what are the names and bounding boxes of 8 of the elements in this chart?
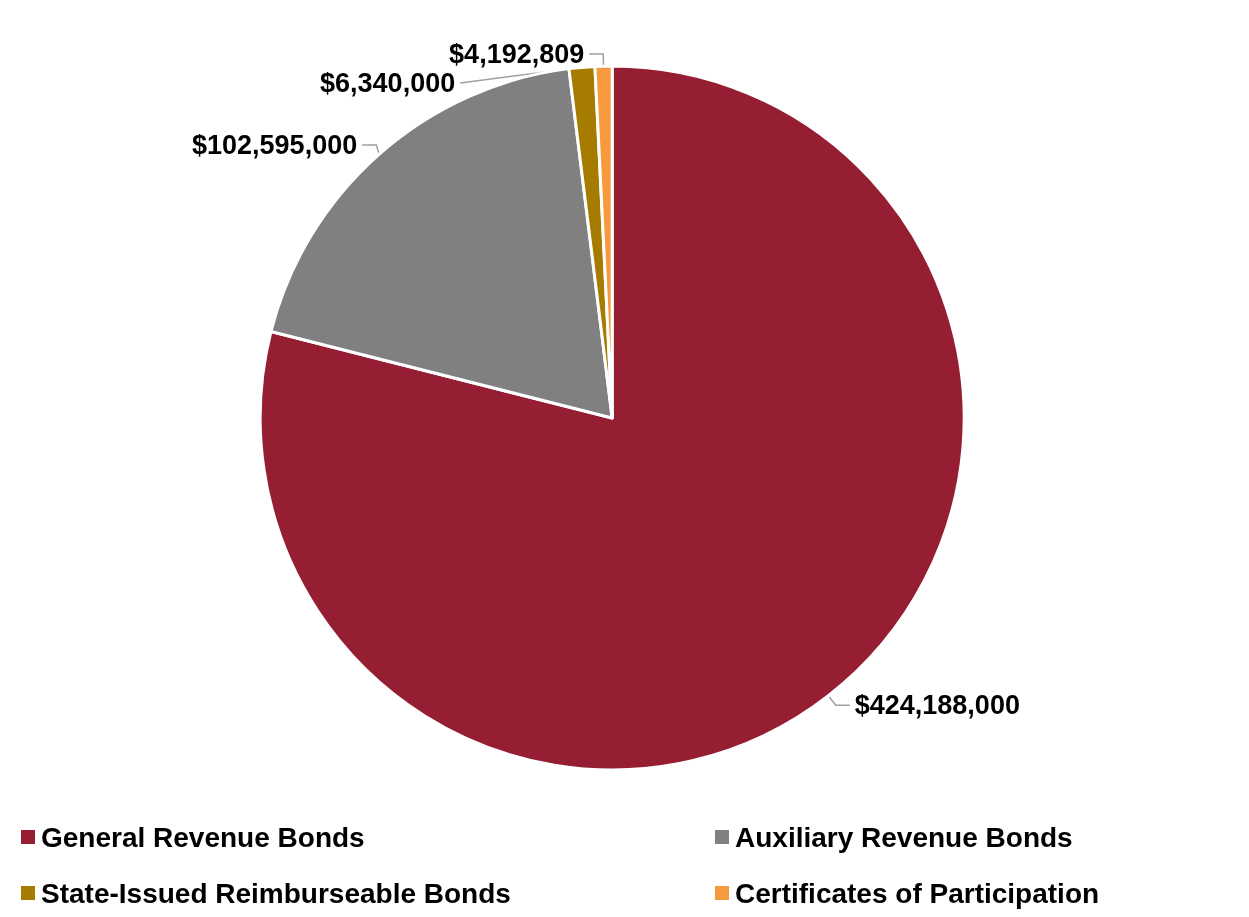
data-label: $4,192,809	[449, 39, 585, 70]
legend-label: Auxiliary Revenue Bonds	[735, 821, 1073, 853]
data-label: $6,340,000	[320, 68, 456, 99]
data-label: $102,595,000	[192, 130, 358, 161]
legend-label: General Revenue Bonds	[41, 821, 365, 853]
legend-label: State-Issued Reimburseable Bonds	[41, 877, 511, 909]
data-label: $424,188,000	[854, 690, 1020, 721]
legend-label: Certificates of Participation	[735, 877, 1100, 909]
